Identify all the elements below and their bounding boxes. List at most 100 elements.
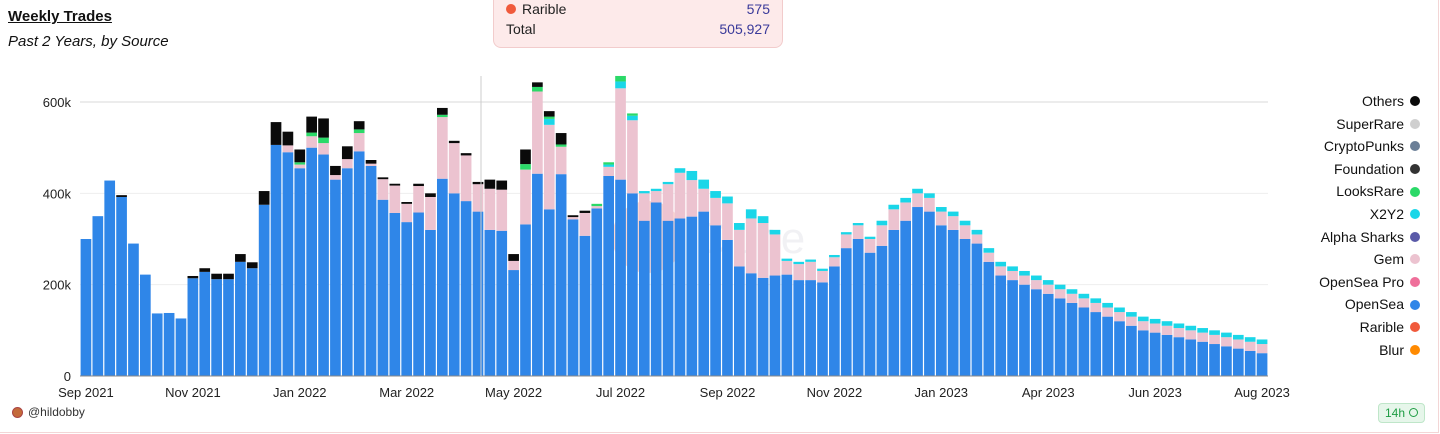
bar-segment-gem[interactable]	[662, 184, 674, 221]
bar-segment-x2y2[interactable]	[603, 164, 614, 167]
bar-segment-opensea[interactable]	[199, 271, 211, 376]
bar-segment-x2y2[interactable]	[1232, 334, 1244, 340]
bar-segment-opensea[interactable]	[710, 225, 721, 376]
bar-segment-opensea[interactable]	[591, 208, 603, 376]
bar-segment-opensea[interactable]	[805, 280, 816, 376]
bar-segment-opensea[interactable]	[211, 279, 222, 376]
bar-segment-others[interactable]	[484, 179, 496, 189]
bar-segment-x2y2[interactable]	[1256, 339, 1268, 345]
bar-segment-gem[interactable]	[840, 234, 852, 249]
bar-segment-others[interactable]	[508, 254, 519, 261]
bar-segment-gem[interactable]	[769, 234, 781, 276]
bar-segment-gem[interactable]	[1019, 275, 1030, 285]
bar-segment-others[interactable]	[341, 146, 353, 160]
bar-segment-gem[interactable]	[1185, 330, 1197, 340]
bar-segment-x2y2[interactable]	[1078, 293, 1090, 299]
bar-segment-gem[interactable]	[532, 91, 543, 174]
bar-segment-opensea[interactable]	[80, 239, 92, 376]
bar-segment-others[interactable]	[306, 116, 317, 133]
bar-segment-gem[interactable]	[543, 124, 555, 210]
bar-segment-x2y2[interactable]	[662, 181, 674, 185]
bar-segment-opensea[interactable]	[864, 252, 876, 376]
bar-segment-opensea[interactable]	[817, 282, 828, 376]
bar-segment-opensea[interactable]	[401, 222, 413, 376]
bar-segment-others[interactable]	[365, 160, 377, 164]
bar-segment-gem[interactable]	[817, 270, 828, 283]
bar-segment-opensea[interactable]	[1137, 330, 1149, 376]
bar-segment-gem[interactable]	[959, 225, 971, 239]
bar-segment-gem[interactable]	[710, 197, 721, 226]
bar-segment-x2y2[interactable]	[638, 191, 650, 194]
bar-segment-opensea[interactable]	[163, 312, 175, 376]
bar-segment-others[interactable]	[532, 82, 543, 87]
bar-segment-others[interactable]	[223, 273, 234, 280]
bar-segment-gem[interactable]	[1078, 298, 1090, 308]
bar-segment-opensea[interactable]	[935, 225, 947, 376]
bar-segment-opensea[interactable]	[282, 152, 294, 376]
bar-segment-looksrare[interactable]	[543, 116, 555, 119]
bar-segment-opensea[interactable]	[662, 220, 674, 376]
bar-segment-x2y2[interactable]	[769, 229, 781, 235]
bar-segment-looksrare[interactable]	[306, 132, 317, 137]
bar-segment-x2y2[interactable]	[650, 188, 662, 192]
bar-segment-opensea[interactable]	[318, 154, 329, 376]
bar-segment-gem[interactable]	[353, 133, 365, 152]
bar-segment-gem[interactable]	[401, 203, 413, 223]
bar-segment-others[interactable]	[496, 180, 508, 190]
bar-segment-x2y2[interactable]	[840, 232, 852, 235]
bar-segment-others[interactable]	[330, 165, 341, 176]
bar-segment-x2y2[interactable]	[864, 236, 876, 239]
bar-segment-gem[interactable]	[852, 225, 864, 239]
legend-item-others[interactable]: Others	[1362, 93, 1420, 113]
bar-segment-x2y2[interactable]	[781, 258, 793, 261]
legend-item-gem[interactable]: Gem	[1374, 251, 1420, 271]
bar-segment-others[interactable]	[282, 131, 294, 146]
bar-segment-x2y2[interactable]	[900, 197, 911, 203]
bar-segment-others[interactable]	[448, 140, 460, 144]
bar-segment-gem[interactable]	[686, 180, 698, 217]
bar-segment-x2y2[interactable]	[1221, 332, 1232, 338]
bar-segment-looksrare[interactable]	[627, 113, 638, 116]
bar-segment-opensea[interactable]	[128, 243, 139, 376]
bar-segment-opensea[interactable]	[543, 209, 555, 376]
bar-segment-opensea[interactable]	[460, 201, 472, 376]
bar-segment-looksrare[interactable]	[294, 162, 306, 165]
bar-segment-gem[interactable]	[1209, 334, 1220, 345]
bar-segment-opensea[interactable]	[912, 207, 923, 376]
bar-segment-others[interactable]	[270, 122, 282, 145]
bar-segment-x2y2[interactable]	[912, 188, 923, 194]
bar-segment-gem[interactable]	[365, 163, 377, 166]
bar-segment-others[interactable]	[401, 202, 413, 204]
bar-segment-opensea[interactable]	[638, 220, 650, 376]
bar-segment-opensea[interactable]	[567, 219, 579, 376]
bar-segment-opensea[interactable]	[1126, 325, 1137, 376]
bar-segment-gem[interactable]	[282, 145, 294, 153]
bar-segment-x2y2[interactable]	[1185, 325, 1197, 331]
bar-segment-x2y2[interactable]	[817, 268, 828, 271]
bar-segment-gem[interactable]	[555, 146, 567, 175]
bar-segment-gem[interactable]	[829, 257, 840, 267]
bar-segment-gem[interactable]	[627, 120, 638, 194]
bar-segment-x2y2[interactable]	[1042, 280, 1054, 285]
bar-segment-opensea[interactable]	[223, 279, 234, 376]
bar-segment-others[interactable]	[116, 195, 127, 197]
bar-segment-gem[interactable]	[318, 143, 329, 155]
legend-item-blur[interactable]: Blur	[1379, 342, 1420, 362]
bar-segment-opensea[interactable]	[1221, 346, 1232, 376]
bar-segment-opensea[interactable]	[365, 165, 377, 376]
bar-segment-gem[interactable]	[745, 218, 757, 274]
bar-segment-x2y2[interactable]	[924, 193, 935, 198]
bar-segment-gem[interactable]	[805, 261, 816, 281]
legend-item-superrare[interactable]: SuperRare	[1336, 116, 1420, 136]
bar-segment-opensea[interactable]	[1244, 350, 1256, 376]
bar-segment-opensea[interactable]	[258, 204, 270, 376]
bar-segment-gem[interactable]	[520, 169, 531, 225]
bar-segment-looksrare[interactable]	[615, 75, 626, 82]
bar-segment-x2y2[interactable]	[710, 191, 721, 198]
bar-segment-x2y2[interactable]	[745, 209, 757, 219]
bar-segment-opensea[interactable]	[508, 270, 519, 376]
bar-segment-others[interactable]	[258, 191, 270, 205]
bar-segment-gem[interactable]	[389, 185, 401, 213]
bar-segment-looksrare[interactable]	[591, 203, 603, 207]
bar-segment-opensea[interactable]	[947, 229, 959, 376]
